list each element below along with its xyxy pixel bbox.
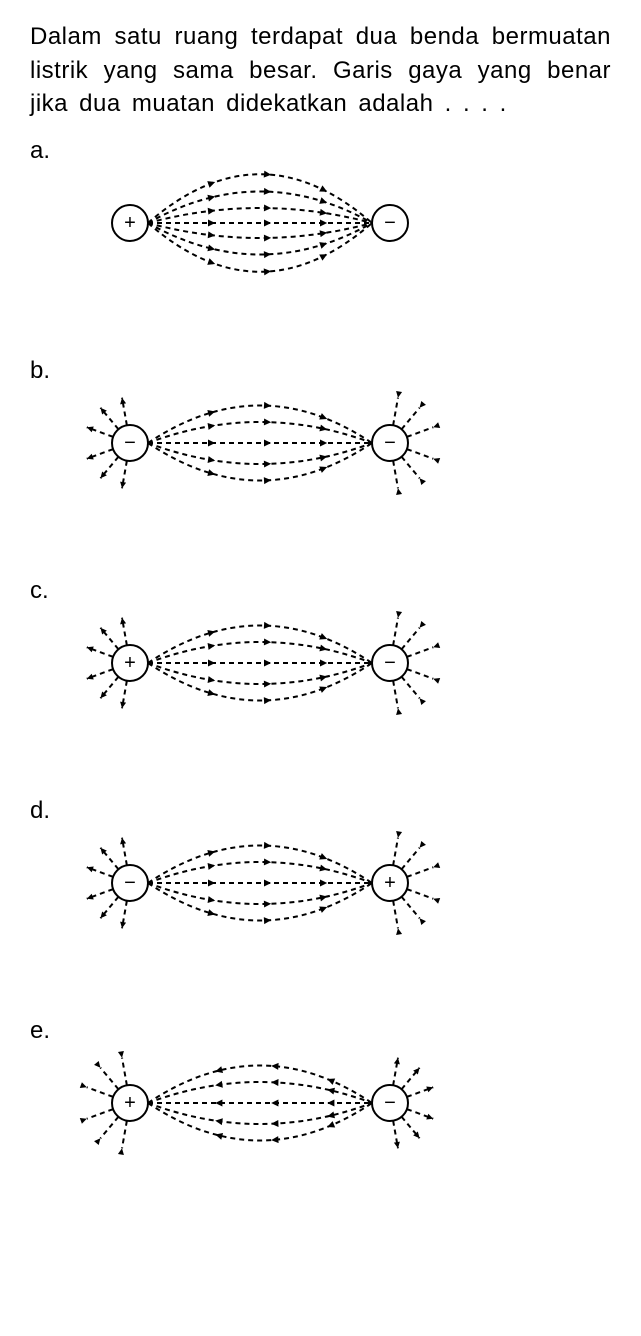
option-row: d.−+ [30,793,611,973]
svg-text:−: − [124,432,136,454]
svg-text:+: + [124,652,136,674]
option-row: c.+− [30,573,611,753]
option-row: a.+− [30,133,611,313]
svg-text:−: − [384,212,396,234]
option-label: a. [30,133,70,165]
svg-text:−: − [384,1092,396,1114]
field-line-diagram: −− [70,353,611,533]
option-label: b. [30,353,70,385]
field-line-diagram: +− [70,133,611,313]
field-line-diagram: +− [70,573,611,753]
question-text: Dalam satu ruang terdapat dua benda berm… [30,20,611,121]
option-label: e. [30,1013,70,1045]
svg-text:−: − [124,872,136,894]
field-line-diagram: −+ [70,793,611,973]
field-line-diagram: +− [70,1013,611,1193]
option-row: e.+− [30,1013,611,1193]
svg-text:+: + [124,1092,136,1114]
option-label: d. [30,793,70,825]
option-row: b.−− [30,353,611,533]
option-label: c. [30,573,70,605]
svg-text:+: + [124,212,136,234]
svg-text:−: − [384,432,396,454]
svg-text:−: − [384,652,396,674]
svg-text:+: + [384,872,396,894]
